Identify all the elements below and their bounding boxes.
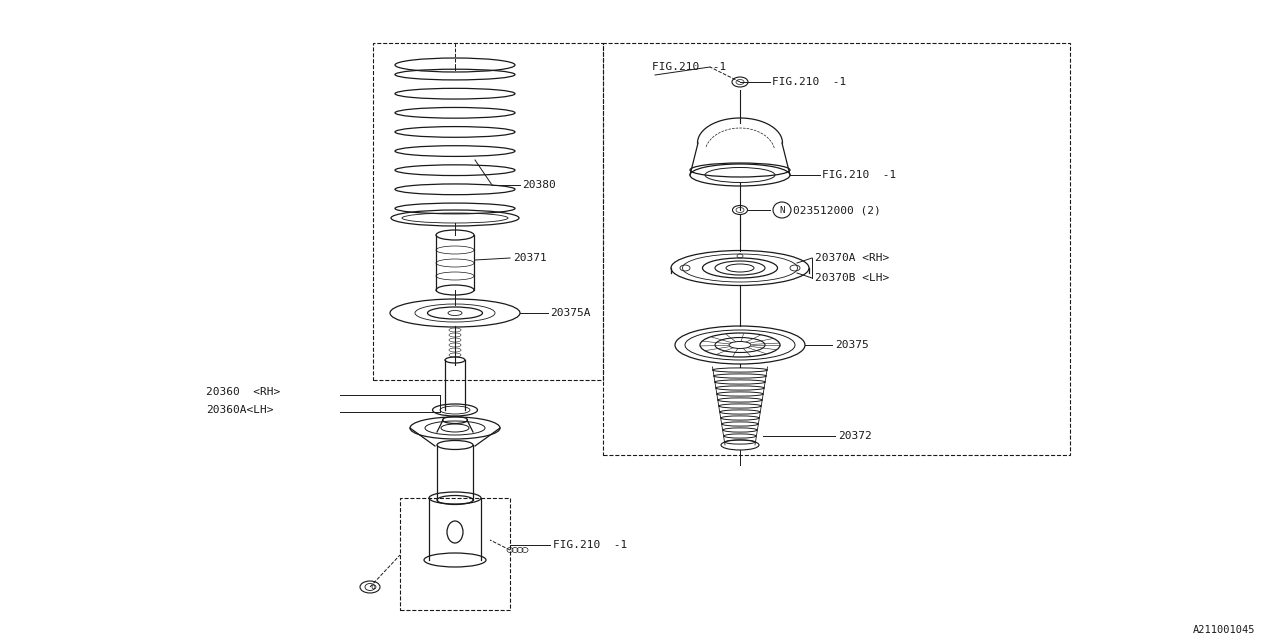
Text: 20370A <RH>: 20370A <RH> (815, 253, 890, 263)
Text: 20375A: 20375A (550, 308, 590, 318)
Bar (401, 498, 509, 610)
Text: 20375: 20375 (835, 340, 869, 350)
Text: 20380: 20380 (522, 180, 556, 190)
Text: FIG.210  -1: FIG.210 -1 (772, 77, 846, 87)
Text: FIG.210  -1: FIG.210 -1 (822, 170, 896, 180)
Text: N: N (780, 205, 785, 214)
Text: FIG.210  -1: FIG.210 -1 (553, 540, 627, 550)
Text: 20360A<LH>: 20360A<LH> (206, 405, 274, 415)
Text: 20372: 20372 (838, 431, 872, 441)
Text: A211001045: A211001045 (1193, 625, 1254, 635)
Text: 20360  <RH>: 20360 <RH> (206, 387, 280, 397)
Text: 20370B <LH>: 20370B <LH> (815, 273, 890, 283)
Bar (603, 43, 1070, 455)
Text: FIG.210  -1: FIG.210 -1 (652, 62, 726, 72)
Text: 20371: 20371 (513, 253, 547, 263)
Bar (372, 43, 603, 380)
Text: 023512000 (2): 023512000 (2) (794, 205, 881, 215)
